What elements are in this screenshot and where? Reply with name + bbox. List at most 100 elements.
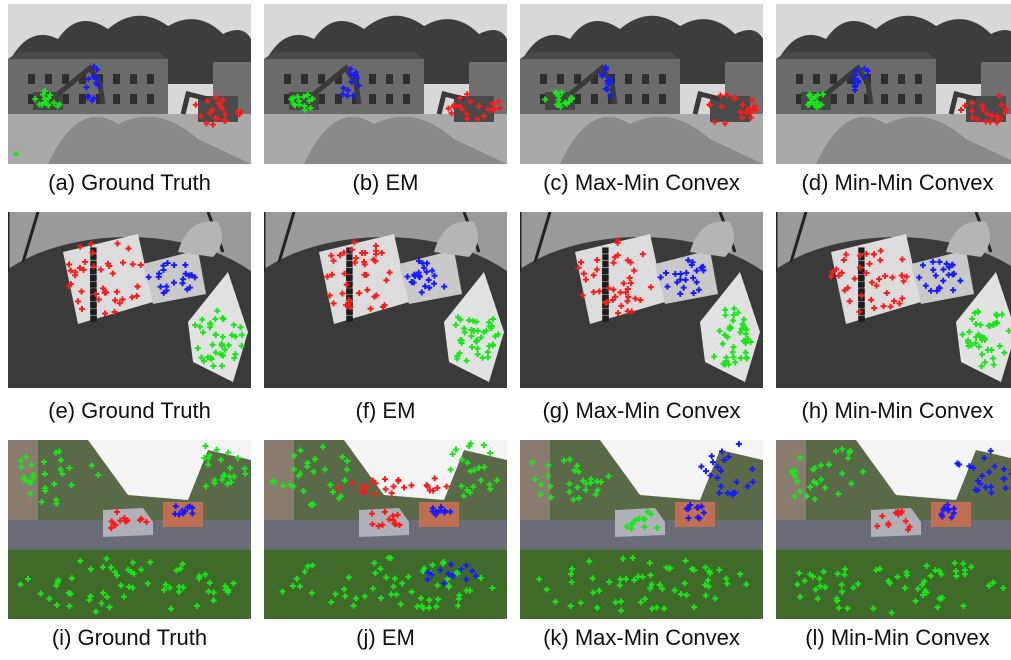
red-marker	[1003, 106, 1009, 113]
red-marker	[496, 105, 503, 112]
red-marker	[236, 111, 243, 118]
blue-marker	[429, 267, 436, 274]
red-marker	[996, 92, 1003, 99]
green-marker	[65, 589, 72, 596]
red-marker	[89, 249, 96, 256]
red-marker	[335, 485, 342, 492]
green-marker	[166, 584, 173, 591]
green-marker	[54, 103, 61, 110]
blue-marker	[344, 92, 351, 99]
green-marker	[570, 496, 577, 503]
red-marker	[602, 299, 609, 306]
green-marker	[371, 560, 378, 567]
red-marker	[856, 252, 863, 259]
green-marker	[46, 91, 53, 98]
red-marker	[359, 250, 366, 257]
blue-marker	[966, 463, 973, 470]
green-marker	[108, 564, 115, 571]
blue-marker	[948, 514, 955, 521]
blue-marker	[95, 82, 102, 89]
red-marker	[102, 310, 109, 317]
green-marker	[671, 587, 678, 594]
green-marker	[567, 602, 574, 609]
red-marker	[222, 117, 229, 124]
red-marker	[840, 257, 847, 264]
green-marker	[393, 591, 400, 598]
green-marker	[839, 588, 846, 595]
green-marker	[217, 456, 224, 463]
green-marker	[426, 597, 433, 604]
red-marker	[739, 101, 746, 108]
red-marker	[72, 272, 79, 279]
blue-marker	[352, 69, 359, 76]
blue-marker	[987, 447, 994, 454]
red-marker	[381, 476, 388, 483]
blue-marker	[930, 266, 937, 273]
green-marker	[794, 581, 801, 588]
red-marker	[369, 477, 376, 484]
green-marker	[162, 581, 169, 588]
green-marker	[818, 476, 825, 483]
green-marker	[712, 595, 719, 602]
red-marker	[873, 282, 880, 289]
green-marker	[996, 343, 1003, 350]
green-marker	[870, 605, 877, 612]
street-scene	[520, 440, 763, 619]
green-marker	[486, 343, 493, 350]
green-marker	[973, 320, 980, 327]
blue-marker	[744, 483, 751, 490]
blue-marker	[85, 93, 92, 100]
green-marker	[647, 572, 654, 579]
red-marker	[74, 298, 81, 305]
green-marker	[848, 480, 855, 487]
blue-marker	[347, 70, 354, 77]
green-marker	[447, 466, 454, 473]
green-marker	[537, 491, 544, 498]
red-marker	[962, 102, 969, 109]
red-marker	[474, 116, 481, 123]
blue-marker	[949, 271, 956, 278]
red-marker	[590, 289, 597, 296]
green-marker	[743, 326, 750, 333]
blue-marker	[685, 505, 692, 512]
red-marker	[117, 517, 124, 524]
red-marker	[394, 511, 401, 518]
green-marker	[951, 560, 958, 567]
green-marker	[417, 595, 424, 602]
green-marker	[104, 593, 111, 600]
red-marker	[113, 508, 120, 515]
blue-marker	[695, 286, 702, 293]
green-marker	[66, 465, 73, 472]
red-marker	[137, 261, 144, 268]
green-marker	[586, 558, 593, 565]
blue-marker	[695, 504, 702, 511]
green-marker	[209, 341, 216, 348]
green-marker	[966, 328, 973, 335]
red-marker	[326, 292, 333, 299]
green-marker	[988, 347, 995, 354]
green-marker	[833, 595, 840, 602]
green-marker	[405, 573, 412, 580]
red-marker	[900, 278, 907, 285]
green-marker	[138, 566, 145, 573]
green-marker	[377, 595, 384, 602]
red-marker	[215, 100, 222, 107]
red-marker	[737, 108, 744, 115]
blue-marker	[956, 461, 963, 468]
green-marker	[269, 478, 276, 485]
green-marker	[301, 106, 308, 113]
green-marker	[838, 581, 845, 588]
red-marker	[885, 520, 892, 527]
green-marker	[194, 345, 201, 352]
blue-marker	[733, 479, 740, 486]
red-marker	[356, 290, 363, 297]
red-marker	[209, 121, 216, 128]
green-marker	[794, 478, 801, 485]
green-marker	[321, 466, 328, 473]
green-marker	[390, 583, 397, 590]
red-marker	[373, 247, 380, 254]
green-marker	[87, 593, 94, 600]
blue-marker	[940, 277, 947, 284]
red-marker	[378, 249, 385, 256]
green-marker	[300, 488, 307, 495]
